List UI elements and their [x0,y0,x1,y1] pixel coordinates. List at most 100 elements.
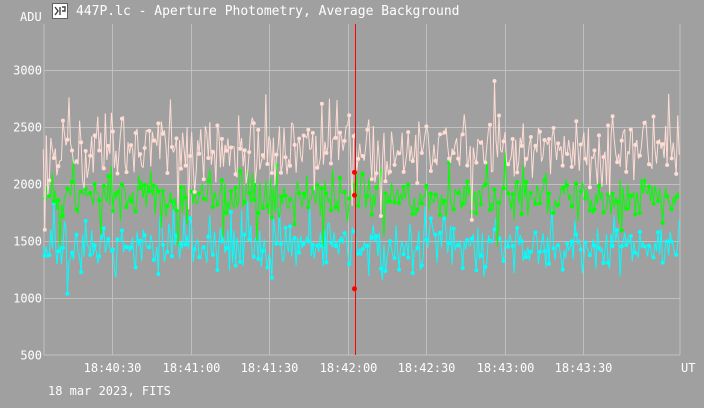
series-segment [265,94,268,165]
series-segment [289,122,293,166]
series-segment [584,189,588,199]
series-segment [259,231,262,267]
series-segment [182,185,185,213]
series-segment [593,150,597,167]
series-segment [672,246,676,254]
series-segment [557,143,561,151]
series-segment [79,120,82,143]
series-segment [298,138,302,156]
series-segment [203,247,206,253]
series-segment [531,151,535,178]
series-segment [259,182,262,204]
series-segment [333,190,336,208]
series-segment [157,217,161,274]
series-segment [86,244,90,247]
series-segment [253,237,256,257]
series-segment [328,223,332,243]
series-segment [136,231,140,247]
series-segment [115,150,118,174]
series-segment [575,183,579,222]
series-segment [85,188,88,197]
series-segment [675,243,679,255]
series-segment [94,183,97,193]
series-segment [668,232,671,256]
series-segment [477,227,480,260]
series-segment [330,169,333,211]
series-segment [427,192,430,211]
series-segment [224,183,227,214]
series-segment [624,232,627,246]
series-segment [177,218,181,247]
series-segment [263,239,267,256]
series-segment [266,136,270,165]
series-segment [456,138,459,159]
series-segment [245,172,249,184]
series-segment [601,192,605,213]
series-segment [621,241,624,247]
series-segment [233,230,237,266]
series-segment [444,218,447,231]
series-segment [73,239,76,260]
time-marker[interactable] [352,24,357,355]
series-segment [465,181,468,205]
series-segment [200,129,203,155]
series-segment [295,144,299,173]
series-segment [515,139,518,173]
series-segment [313,247,317,259]
series-segment [513,139,517,177]
series-segment [45,135,49,195]
series-segment [375,184,379,188]
series-segment [179,243,182,259]
series-segment [77,251,81,257]
series-segment [192,167,196,192]
series-segment [425,126,429,132]
series-segment [471,147,474,220]
series-segment [374,187,377,207]
series-segment [274,154,277,186]
series-segment [338,177,341,213]
series-segment [182,215,185,249]
series-segment [536,185,539,192]
series-segment [671,142,674,159]
series-segment [663,241,667,263]
series-segment [126,142,129,173]
series-segment [166,136,170,173]
app-logo-icon[interactable] [52,3,68,19]
series-segment [307,199,311,208]
series-segment [486,129,489,146]
series-segment [191,190,194,204]
series-segment [407,224,411,258]
series-segment [639,178,642,213]
data-point [124,170,129,175]
series-segment [206,236,209,263]
series-segment [484,145,488,163]
series-segment [498,115,502,151]
series-segment [113,191,117,200]
series-segment [123,185,126,192]
series-segment [53,203,56,243]
series-segment [77,189,81,214]
series-segment [63,133,67,146]
series-segment [486,235,489,262]
series-segment [645,120,648,146]
series-segment [545,236,548,268]
x-axis-label: UT [681,361,695,375]
series-segment [642,180,645,195]
series-segment [518,137,521,162]
series-segment [216,125,220,133]
series-segment [630,129,633,132]
series-segment [401,186,405,201]
series-segment [54,242,58,264]
series-segment [151,242,155,261]
series-segment [500,236,503,258]
series-segment [218,189,221,199]
series-segment [229,191,232,210]
series-segment [324,180,327,194]
series-segment [527,195,530,216]
series-segment [531,235,535,252]
series-segment [609,234,612,269]
series-segment [469,146,473,220]
series-segment [298,193,302,201]
series-segment [301,193,305,208]
series-segment [418,231,421,271]
